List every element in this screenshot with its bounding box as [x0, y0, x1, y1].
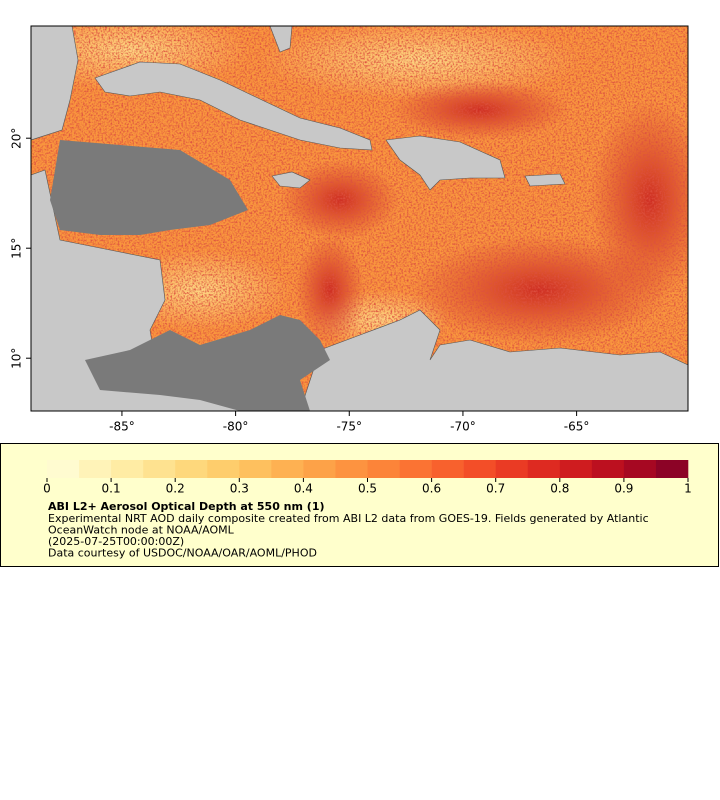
colorbar-swatch	[655, 460, 689, 478]
colorbar-tick-label: 1	[684, 482, 692, 496]
colorbar-swatch	[367, 460, 400, 478]
y-tick-label: 20°	[10, 128, 24, 149]
legend-line: Experimental NRT AOD daily composite cre…	[48, 512, 649, 525]
jamaica	[271, 171, 311, 189]
colorbar-tick-label: 0.5	[358, 482, 377, 496]
colorbar-tick-label: 0.1	[102, 482, 121, 496]
no-data	[50, 140, 330, 411]
colorbar-swatch	[47, 460, 80, 478]
colorbar-swatch	[431, 460, 464, 478]
yucatan	[31, 26, 79, 141]
colorbar-swatch	[623, 460, 657, 478]
cloud-mask	[85, 315, 330, 411]
colorbar-swatch	[399, 460, 432, 478]
puerto-rico	[524, 173, 566, 187]
colorbar-swatch	[527, 460, 561, 478]
x-tick-label: -85°	[109, 420, 135, 434]
colorbar-tick-label: 0.9	[614, 482, 633, 496]
colorbar-tick-label: 0.3	[230, 482, 249, 496]
colorbar-swatch	[143, 460, 176, 478]
x-tick-label: -75°	[336, 420, 362, 434]
colorbar-tick-label: 0.6	[422, 482, 441, 496]
hispaniola	[385, 135, 506, 191]
colorbar-tick-label: 0.8	[550, 482, 569, 496]
colorbar-tick-label: 0.2	[166, 482, 185, 496]
colorbar-swatch	[175, 460, 208, 478]
florida	[269, 26, 293, 53]
y-tick-label: 10°	[10, 348, 24, 369]
south-america	[299, 309, 688, 411]
land	[31, 26, 688, 411]
cloud-mask	[50, 140, 248, 235]
colorbar-swatch	[303, 460, 336, 478]
colorbar-swatch	[79, 460, 112, 478]
colorbar-tick-label: 0.7	[486, 482, 505, 496]
plot-frame	[30, 25, 689, 412]
colorbar-swatch	[335, 460, 368, 478]
colorbar-tick-label: 0	[43, 482, 51, 496]
cuba	[94, 61, 373, 151]
legend-line: OceanWatch node at NOAA/AOML	[48, 524, 235, 537]
legend-title: ABI L2+ Aerosol Optical Depth at 550 nm …	[48, 500, 325, 513]
legend-line: Data courtesy of USDOC/NOAA/OAR/AOML/PHO…	[48, 547, 317, 560]
colorbar-swatch	[495, 460, 529, 478]
x-tick-label: -80°	[223, 420, 249, 434]
colorbar-swatch	[207, 460, 240, 478]
aod-raster	[31, 26, 688, 411]
colorbar-tick-label: 0.4	[294, 482, 313, 496]
colorbar-swatch	[239, 460, 272, 478]
y-tick-label: 15°	[10, 238, 24, 259]
x-tick-label: -70°	[450, 420, 476, 434]
colorbar-swatch	[271, 460, 304, 478]
x-tick-label: -65°	[564, 420, 590, 434]
colorbar-swatch	[111, 460, 144, 478]
legend-line: (2025-07-25T00:00:00Z)	[48, 535, 184, 548]
colorbar-swatch	[591, 460, 625, 478]
colorbar-swatch	[463, 460, 496, 478]
colorbar-swatch	[559, 460, 593, 478]
